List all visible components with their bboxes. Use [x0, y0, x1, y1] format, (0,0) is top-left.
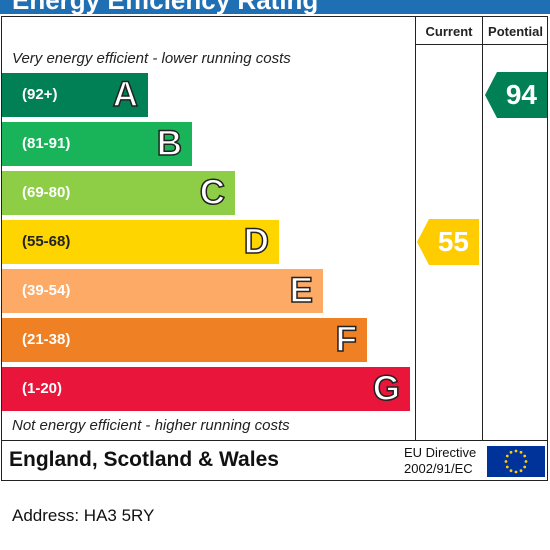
rating-frame	[1, 16, 548, 481]
eu-flag-stars	[504, 449, 528, 474]
directive-line-2: 2002/91/EC	[404, 461, 473, 476]
band-b: (81-91) B	[2, 122, 192, 166]
band-range-label: (81-91)	[22, 135, 71, 152]
eu-directive: EU Directive 2002/91/EC	[404, 445, 476, 477]
footer-region: England, Scotland & Wales	[9, 448, 279, 471]
title-bar: Energy Efficiency Rating	[0, 0, 550, 14]
current-arrow-shape	[417, 219, 479, 265]
potential-column-header: Potential	[488, 24, 543, 39]
band-g: (1-20) G	[2, 367, 410, 411]
directive-line-1: EU Directive	[404, 445, 477, 460]
band-letter: B	[156, 123, 183, 164]
band-range-label: (92+)	[22, 86, 58, 103]
band-f: (21-38) F	[2, 318, 367, 362]
chart-title: Energy Efficiency Rating	[12, 0, 318, 14]
band-range-label: (55-68)	[22, 233, 71, 250]
current-rating-arrow: 55	[417, 219, 479, 265]
top-caption: Very energy efficient - lower running co…	[12, 50, 291, 67]
current-rating-value: 55	[437, 226, 469, 257]
band-a: (92+) A	[2, 73, 148, 117]
current-column-header: Current	[425, 24, 473, 39]
band-e: (39-54) E	[2, 269, 323, 313]
address: Address: HA3 5RY	[12, 506, 155, 525]
header-divider	[415, 44, 548, 45]
bottom-caption: Not energy efficient - higher running co…	[12, 417, 290, 434]
band-c: (69-80) C	[2, 171, 235, 215]
potential-rating-value: 94	[505, 79, 537, 110]
current-column-divider	[415, 17, 416, 441]
band-letter: A	[112, 74, 139, 115]
band-range-label: (1-20)	[22, 380, 63, 397]
potential-column-divider	[482, 17, 483, 441]
band-letter: F	[335, 319, 358, 360]
band-range-label: (21-38)	[22, 331, 71, 348]
band-d: (55-68) D	[2, 220, 279, 264]
band-letter: C	[199, 172, 226, 213]
band-range-label: (39-54)	[22, 282, 71, 299]
band-range-label: (69-80)	[22, 184, 71, 201]
band-letter: G	[372, 368, 401, 409]
band-letter: D	[243, 221, 270, 262]
potential-arrow-shape	[485, 72, 547, 118]
potential-rating-arrow: 94	[485, 72, 547, 118]
eu-flag-icon	[487, 446, 545, 477]
footer-divider	[2, 440, 548, 441]
band-letter: E	[289, 270, 314, 311]
